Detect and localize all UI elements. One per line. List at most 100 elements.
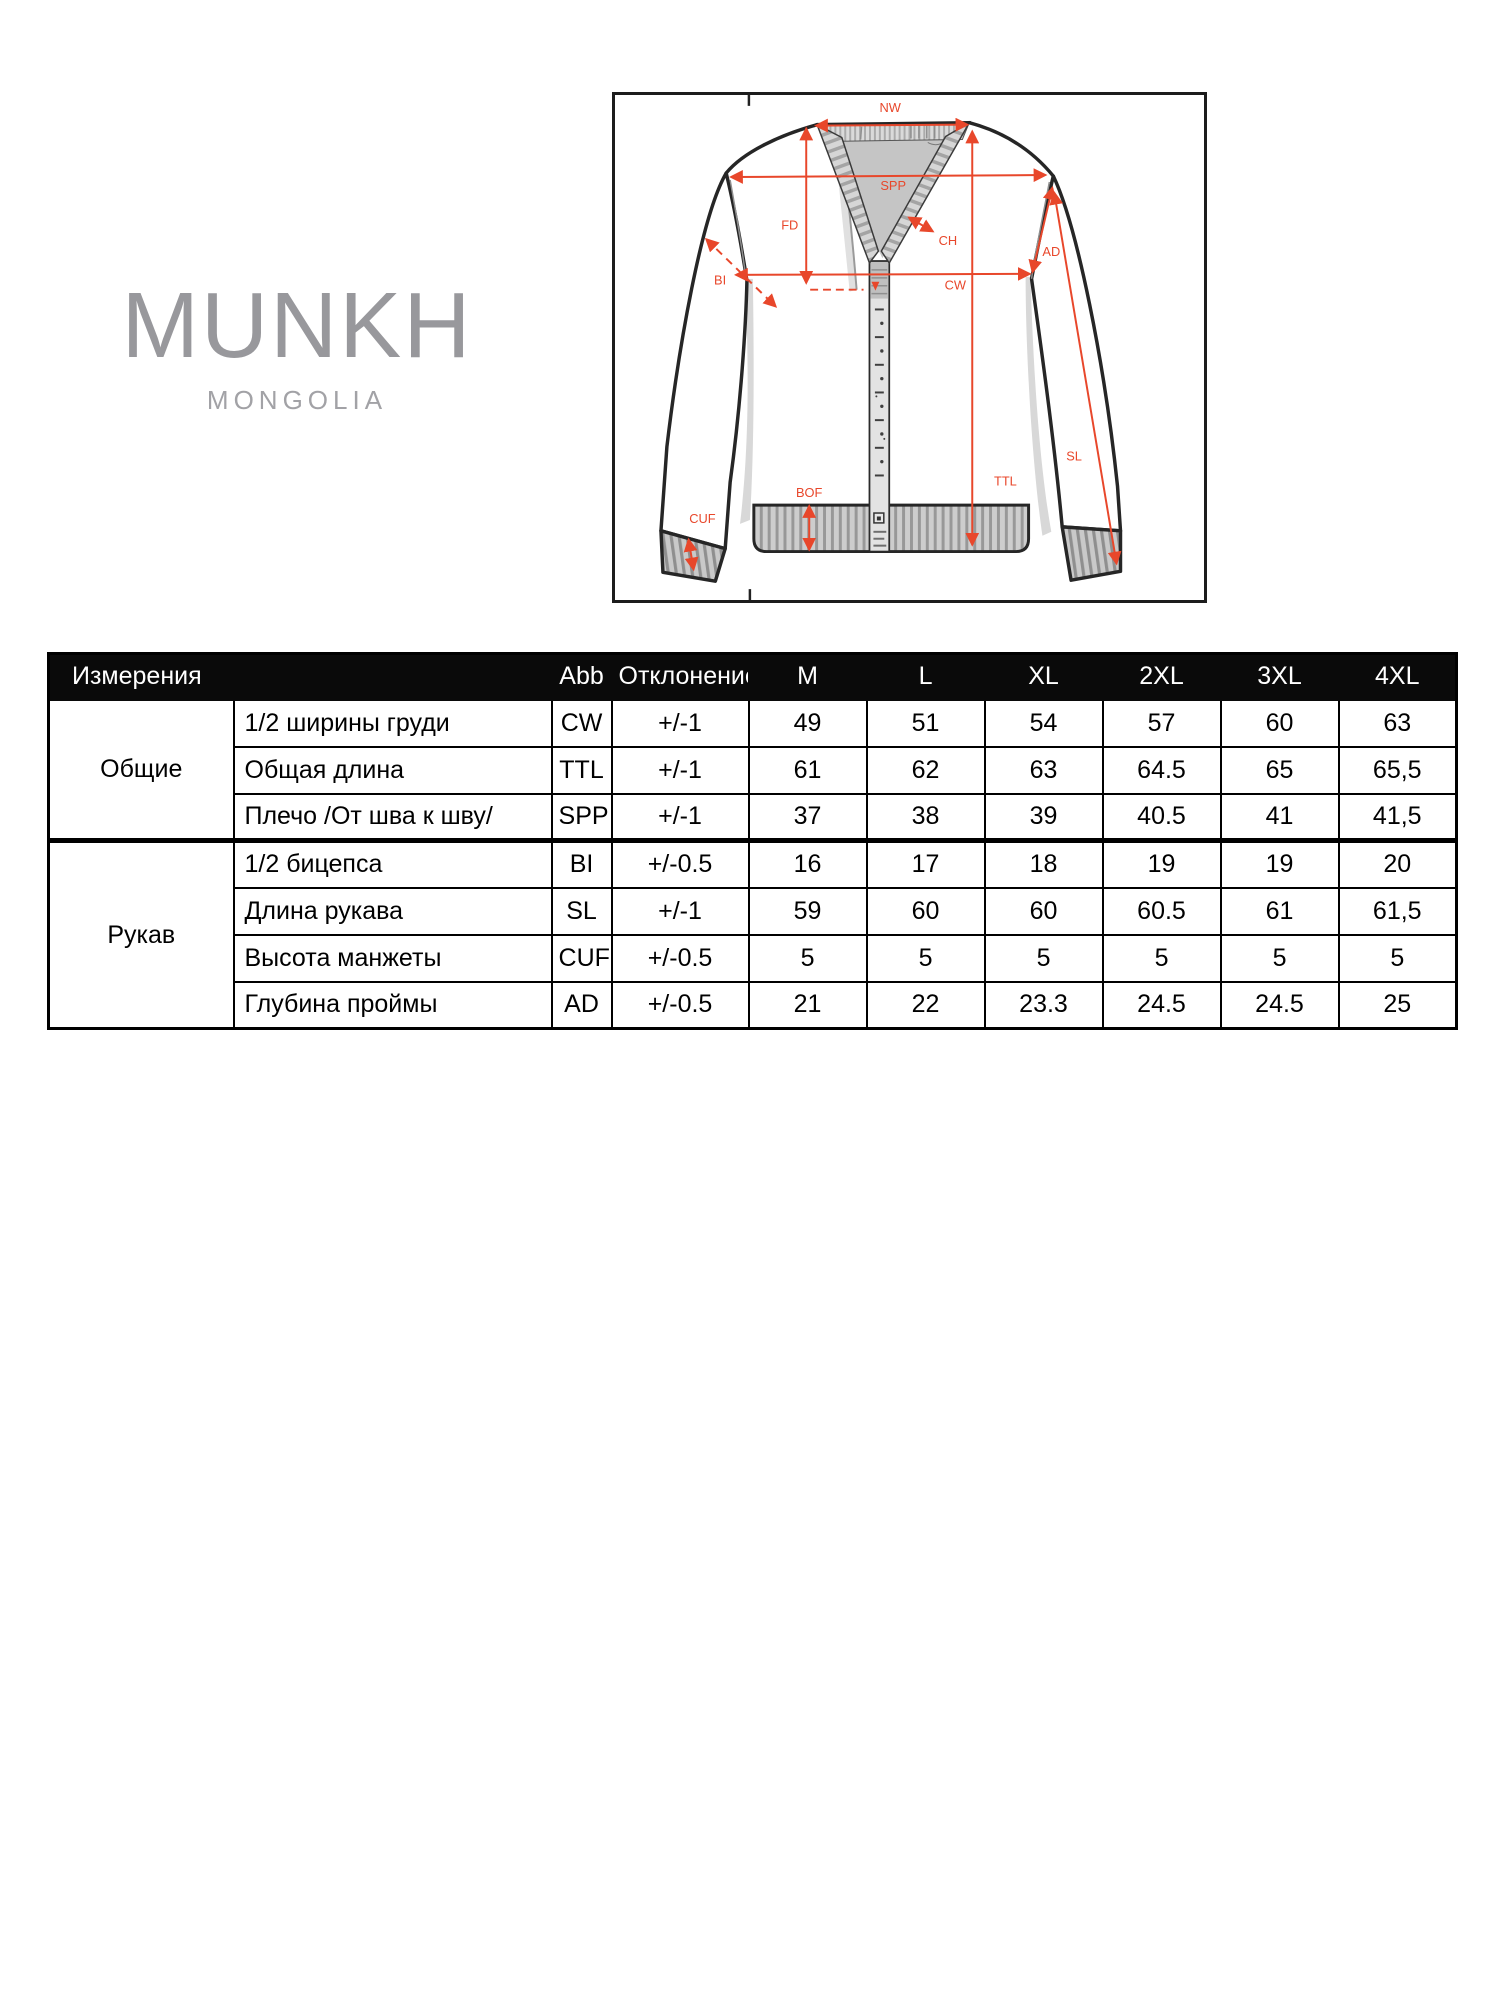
- value-cell: 60: [1219, 698, 1340, 748]
- abb-cell: TTL: [550, 745, 613, 795]
- tolerance-cell: +/-1: [610, 886, 750, 936]
- measure-name-cell: Глубина проймы: [232, 980, 553, 1030]
- value-cell: 20: [1337, 838, 1458, 889]
- cw-down-arrowhead: [871, 281, 880, 291]
- abb-cell: CW: [550, 698, 613, 748]
- table-row-sl: Длина рукава SL +/-1 59 60 60 60.5 61 61…: [49, 886, 1458, 936]
- value-cell: 51: [865, 698, 986, 748]
- hem-band: [752, 503, 1031, 554]
- tolerance-cell: +/-1: [610, 745, 750, 795]
- value-cell: 61,5: [1337, 886, 1458, 936]
- measure-name-cell: 1/2 бицепса: [232, 838, 553, 889]
- cw-arrow: [733, 266, 1032, 282]
- value-cell: 19: [1219, 838, 1340, 889]
- value-cell: 18: [983, 838, 1104, 889]
- value-cell: 65: [1219, 745, 1340, 795]
- table-row-ad: Глубина проймы AD +/-0.5 21 22 23.3 24.5…: [49, 980, 1458, 1030]
- header-size-3xl: 3XL: [1219, 652, 1340, 701]
- value-cell: 60: [983, 886, 1104, 936]
- value-cell: 24.5: [1219, 980, 1340, 1030]
- header-tolerance: Отклонение: [610, 652, 750, 701]
- ttl-label: TTL: [994, 473, 1017, 488]
- sl-arrow: [1049, 190, 1122, 566]
- header-size-m: M: [747, 652, 868, 701]
- value-cell: 39: [983, 792, 1104, 842]
- group-cell-general: Общие: [47, 698, 235, 842]
- value-cell: 5: [1101, 933, 1222, 983]
- value-cell: 49: [747, 698, 868, 748]
- value-cell: 21: [747, 980, 868, 1030]
- measurement-annotations: [683, 117, 1122, 572]
- value-cell: 60.5: [1101, 886, 1222, 936]
- table-row-bi: Рукав 1/2 бицепса BI +/-0.5 16 17 18 19 …: [47, 838, 1458, 1030]
- tolerance-cell: +/-1: [610, 792, 750, 842]
- right-side-shadow: [1025, 276, 1052, 536]
- spp-label: SPP: [880, 178, 906, 193]
- cuf-arrow: [683, 537, 699, 572]
- header-measurements: Измерения: [47, 652, 553, 701]
- measure-name-cell: Длина рукава: [232, 886, 553, 936]
- value-cell: 5: [747, 933, 868, 983]
- value-cell: 63: [983, 745, 1104, 795]
- bof-label: BOF: [796, 485, 823, 500]
- ad-label: AD: [1042, 244, 1060, 259]
- neck-wave-mark: [927, 142, 942, 146]
- ad-arrow: [1028, 185, 1057, 274]
- value-cell: 5: [983, 933, 1104, 983]
- garment-diagram-frame: NW SPP FD CH CW BI AD SL TTL BOF CUF: [612, 92, 1207, 603]
- value-cell: 24.5: [1101, 980, 1222, 1030]
- value-cell: 5: [1337, 933, 1458, 983]
- header-size-4xl: 4XL: [1337, 652, 1458, 701]
- measure-name-cell: Высота манжеты: [232, 933, 553, 983]
- value-cell: 60: [865, 886, 986, 936]
- fd-label: FD: [781, 217, 798, 232]
- value-cell: 63: [1337, 698, 1458, 748]
- cardigan-technical-drawing: NW SPP FD CH CW BI AD SL TTL BOF CUF: [659, 95, 1123, 600]
- brand-name: MUNKH: [121, 273, 473, 377]
- value-cell: 41,5: [1337, 792, 1458, 842]
- bi-label: BI: [714, 273, 726, 288]
- left-sleeve: [659, 171, 749, 551]
- left-side-shadow: [740, 278, 754, 524]
- brand-logo: MUNKH MONGOLIA: [119, 273, 475, 414]
- value-cell: 59: [747, 886, 868, 936]
- size-chart-table: Измерения Abb Отклонение M L XL 2XL 3XL …: [47, 652, 1459, 1030]
- value-cell: 25: [1337, 980, 1458, 1030]
- table-row-cuf: Высота манжеты CUF +/-0.5 5 5 5 5 5 5: [49, 933, 1458, 983]
- table-row-ttl: Общая длина TTL +/-1 61 62 63 64.5 65 65…: [49, 745, 1458, 795]
- nw-label: NW: [880, 100, 902, 115]
- frame-tick-marks: [747, 95, 752, 600]
- cw-label: CW: [945, 278, 967, 293]
- measure-name-cell: Плечо /От шва к шву/: [232, 792, 553, 842]
- value-cell: 5: [1219, 933, 1340, 983]
- header-size-l: L: [865, 652, 986, 701]
- abb-cell: SL: [550, 886, 613, 936]
- value-cell: 38: [865, 792, 986, 842]
- vneck-band-left: [815, 123, 880, 265]
- nw-arrow: [814, 117, 970, 133]
- abb-cell: SPP: [550, 792, 613, 842]
- sl-label: SL: [1066, 449, 1082, 464]
- ch-arrow: [907, 216, 935, 233]
- header-size-xl: XL: [983, 652, 1104, 701]
- table-header-row: Измерения Abb Отклонение M L XL 2XL 3XL …: [47, 652, 1458, 701]
- cuf-label: CUF: [689, 511, 716, 526]
- tolerance-cell: +/-0.5: [610, 838, 750, 889]
- value-cell: 61: [1219, 886, 1340, 936]
- measure-name-cell: 1/2 ширины груди: [232, 698, 553, 748]
- value-cell: 37: [747, 792, 868, 842]
- group-cell-sleeve: Рукав: [47, 838, 235, 1030]
- measure-name-cell: Общая длина: [232, 745, 553, 795]
- value-cell: 54: [983, 698, 1104, 748]
- value-cell: 23.3: [983, 980, 1104, 1030]
- right-sleeve: [1029, 174, 1123, 533]
- value-cell: 16: [747, 838, 868, 889]
- value-cell: 62: [865, 745, 986, 795]
- button-placket: [868, 260, 891, 553]
- header-size-2xl: 2XL: [1101, 652, 1222, 701]
- value-cell: 57: [1101, 698, 1222, 748]
- value-cell: 61: [747, 745, 868, 795]
- spp-arrow: [729, 168, 1048, 184]
- tolerance-cell: +/-0.5: [610, 980, 750, 1030]
